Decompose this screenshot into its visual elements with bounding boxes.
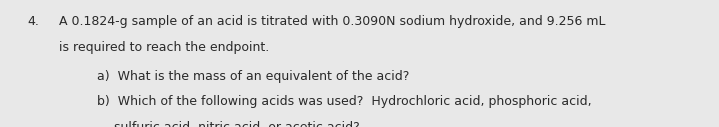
Text: a)  What is the mass of an equivalent of the acid?: a) What is the mass of an equivalent of … xyxy=(97,70,409,83)
Text: A 0.1824-g sample of an acid is titrated with 0.3090N sodium hydroxide, and 9.25: A 0.1824-g sample of an acid is titrated… xyxy=(59,15,605,28)
Text: sulfuric acid, nitric acid, or acetic acid?: sulfuric acid, nitric acid, or acetic ac… xyxy=(114,121,360,127)
Text: b)  Which of the following acids was used?  Hydrochloric acid, phosphoric acid,: b) Which of the following acids was used… xyxy=(97,95,592,108)
Text: is required to reach the endpoint.: is required to reach the endpoint. xyxy=(59,41,269,54)
Text: 4.: 4. xyxy=(27,15,40,28)
